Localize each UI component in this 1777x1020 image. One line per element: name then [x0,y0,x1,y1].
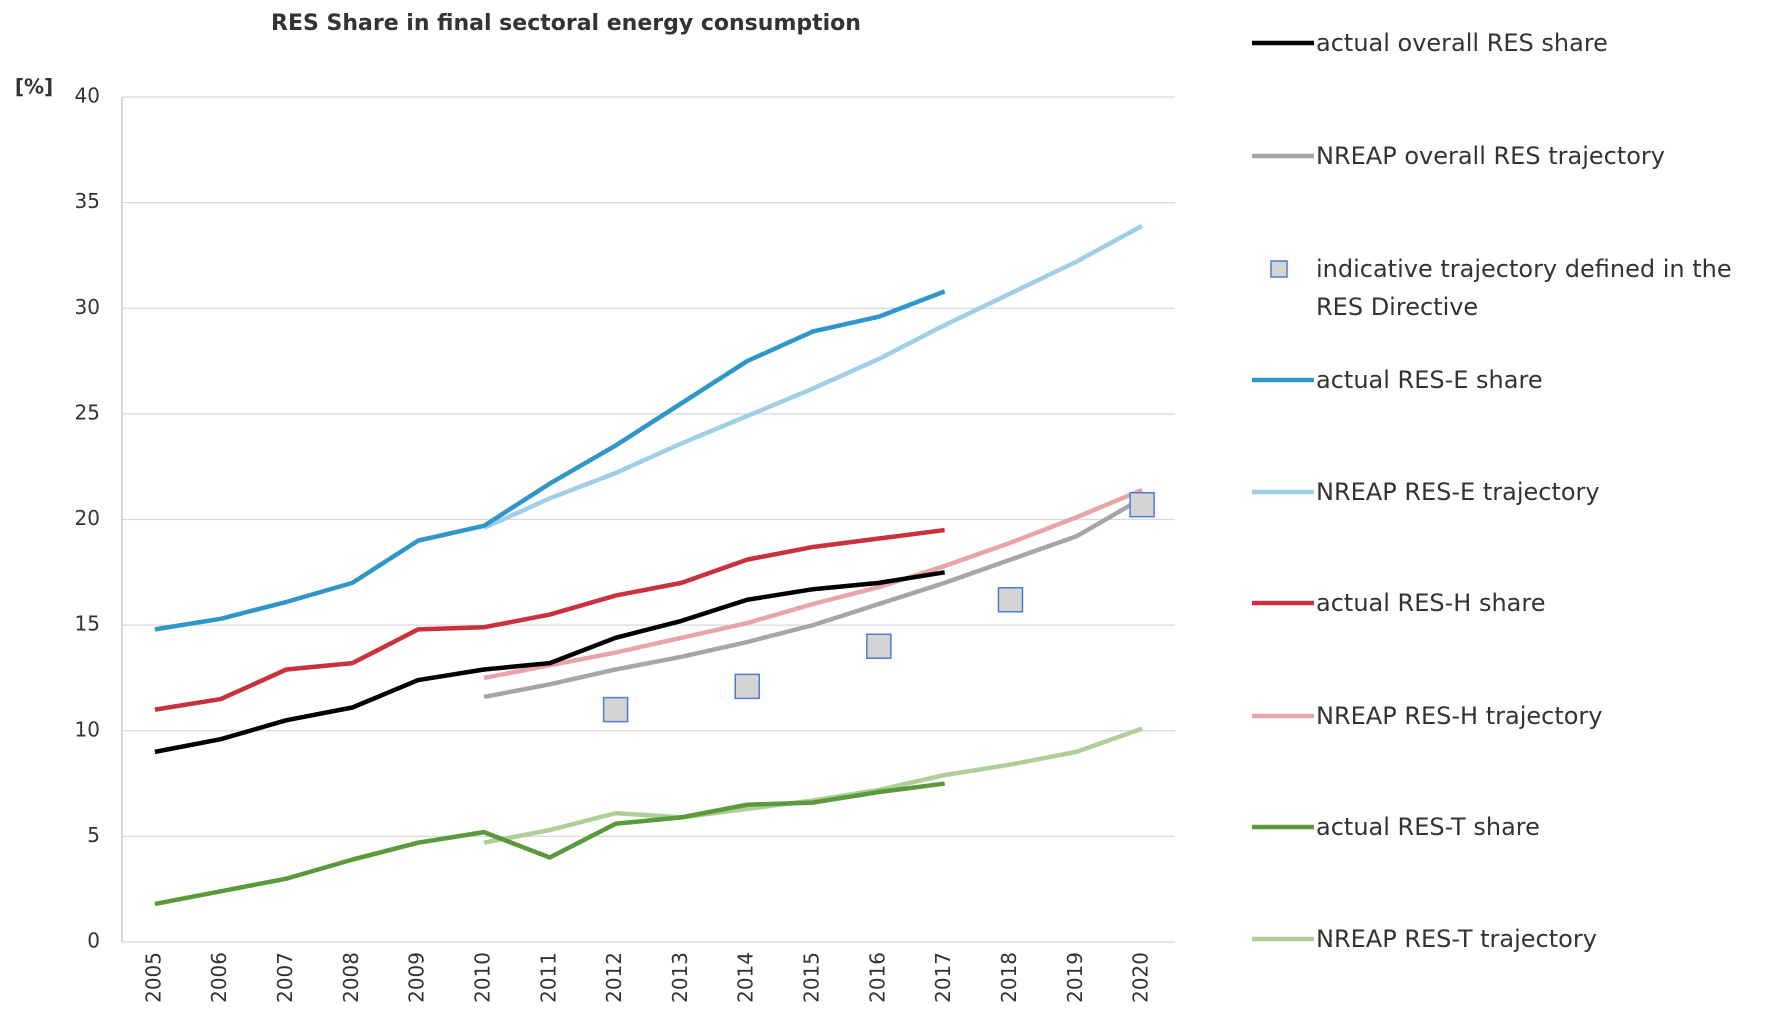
legend-entry: NREAP RES-T trajectory [1316,925,1597,953]
marker [866,633,892,659]
marker [1129,491,1155,518]
series-line [483,223,1144,531]
x-tick-label: 2016 [865,952,889,1003]
legend-label: actual RES-T share [1316,813,1540,841]
x-tick-label: 2013 [668,952,692,1003]
x-tick-label: 2005 [141,952,165,1003]
x-tick-label: 2018 [997,952,1021,1003]
legend-entry: indicative trajectory defined in the RES… [1316,255,1732,321]
x-tick-label: 2011 [536,952,560,1003]
y-tick-label: 10 [75,717,100,741]
legend-marker [1270,260,1288,278]
x-tick-label: 2017 [931,952,955,1003]
series-line [154,570,946,755]
series-line [483,726,1143,845]
marker [734,673,760,700]
x-tick-label: 2019 [1063,952,1087,1003]
marker [602,696,629,723]
legend-entry: actual RES-H share [1316,589,1546,617]
legend-label: NREAP RES-E trajectory [1316,478,1600,506]
y-tick-label: 35 [75,189,100,213]
x-tick-label: 2007 [273,952,297,1003]
legend-entry: NREAP overall RES trajectory [1316,142,1665,170]
legend-label: actual RES-H share [1316,589,1546,617]
x-tick-label: 2014 [734,952,758,1003]
marker [997,587,1024,613]
series-line [154,781,945,907]
legend-label: NREAP RES-H trajectory [1316,702,1603,730]
legend-entry: actual RES-T share [1316,813,1540,841]
x-tick-label: 2012 [602,952,626,1003]
y-tick-label: 25 [75,400,100,424]
y-tick-label: 0 [87,929,100,953]
y-axis-label: [%] [15,75,53,99]
x-tick-label: 2015 [800,952,824,1003]
y-tick-label: 15 [75,612,100,636]
y-tick-label: 20 [75,506,100,530]
series-line [483,487,1143,681]
y-tick-label: 5 [87,823,100,847]
y-tick-label: 40 [75,84,100,108]
legend-label: NREAP overall RES trajectory [1316,142,1665,170]
legend-label: NREAP RES-T trajectory [1316,925,1597,953]
series-line [483,496,1144,700]
legend-label: indicative trajectory defined in the RES… [1316,255,1732,321]
x-tick-label: 2008 [339,952,363,1003]
chart-title: RES Share in final sectoral energy consu… [271,11,861,36]
legend-entry: actual RES-E share [1316,366,1543,394]
legend-label: actual overall RES share [1316,29,1608,57]
series-line [154,289,946,632]
legend-label: actual RES-E share [1316,366,1543,394]
legend-entry: actual overall RES share [1316,29,1608,57]
x-tick-label: 2020 [1129,952,1153,1003]
y-tick-label: 30 [75,295,100,319]
x-tick-label: 2006 [207,952,231,1003]
x-tick-label: 2009 [405,952,429,1003]
x-tick-label: 2010 [470,952,494,1003]
legend-entry: NREAP RES-H trajectory [1316,702,1603,730]
series-line [154,527,945,712]
legend-entry: NREAP RES-E trajectory [1316,478,1600,506]
